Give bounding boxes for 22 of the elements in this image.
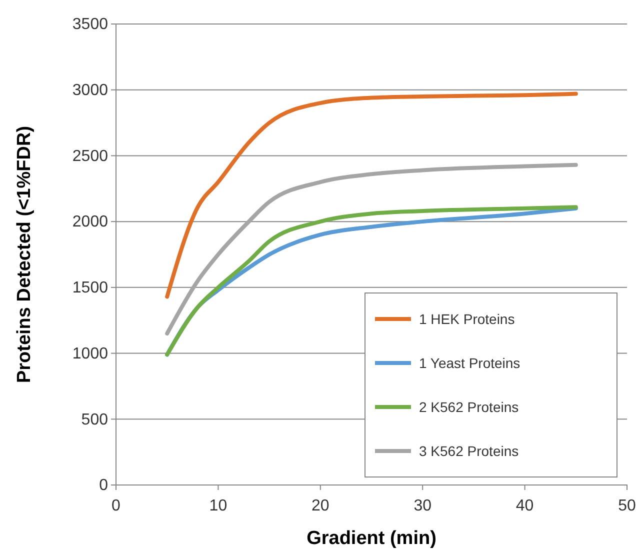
y-tick-label: 1000: [72, 345, 108, 362]
x-tick-label: 20: [312, 498, 330, 515]
x-tick-label: 40: [516, 498, 534, 515]
y-tick-label: 0: [99, 477, 108, 494]
line-series: [165, 92, 578, 299]
legend-label: 1 Yeast Proteins: [419, 355, 520, 371]
x-tick-label: 30: [414, 498, 432, 515]
y-tick-label: 2500: [72, 148, 108, 165]
legend-label: 1 HEK Proteins: [419, 311, 515, 327]
y-tick-label: 3000: [72, 82, 108, 99]
x-axis-title: Gradient (min): [306, 528, 436, 549]
x-tick-label: 10: [209, 498, 228, 515]
x-tick-label: 0: [112, 498, 121, 515]
y-axis-title: Proteins Detected (<1%FDR): [14, 126, 35, 384]
y-tick-label: 1500: [72, 280, 108, 297]
y-tick-label: 2000: [72, 214, 108, 231]
x-tick-label: 50: [618, 498, 636, 515]
y-tick-label: 500: [81, 411, 108, 428]
y-tick-label: 3500: [72, 16, 108, 34]
legend-label: 2 K562 Proteins: [419, 399, 519, 415]
legend-label: 3 K562 Proteins: [419, 443, 519, 459]
line-series: [165, 162, 578, 336]
